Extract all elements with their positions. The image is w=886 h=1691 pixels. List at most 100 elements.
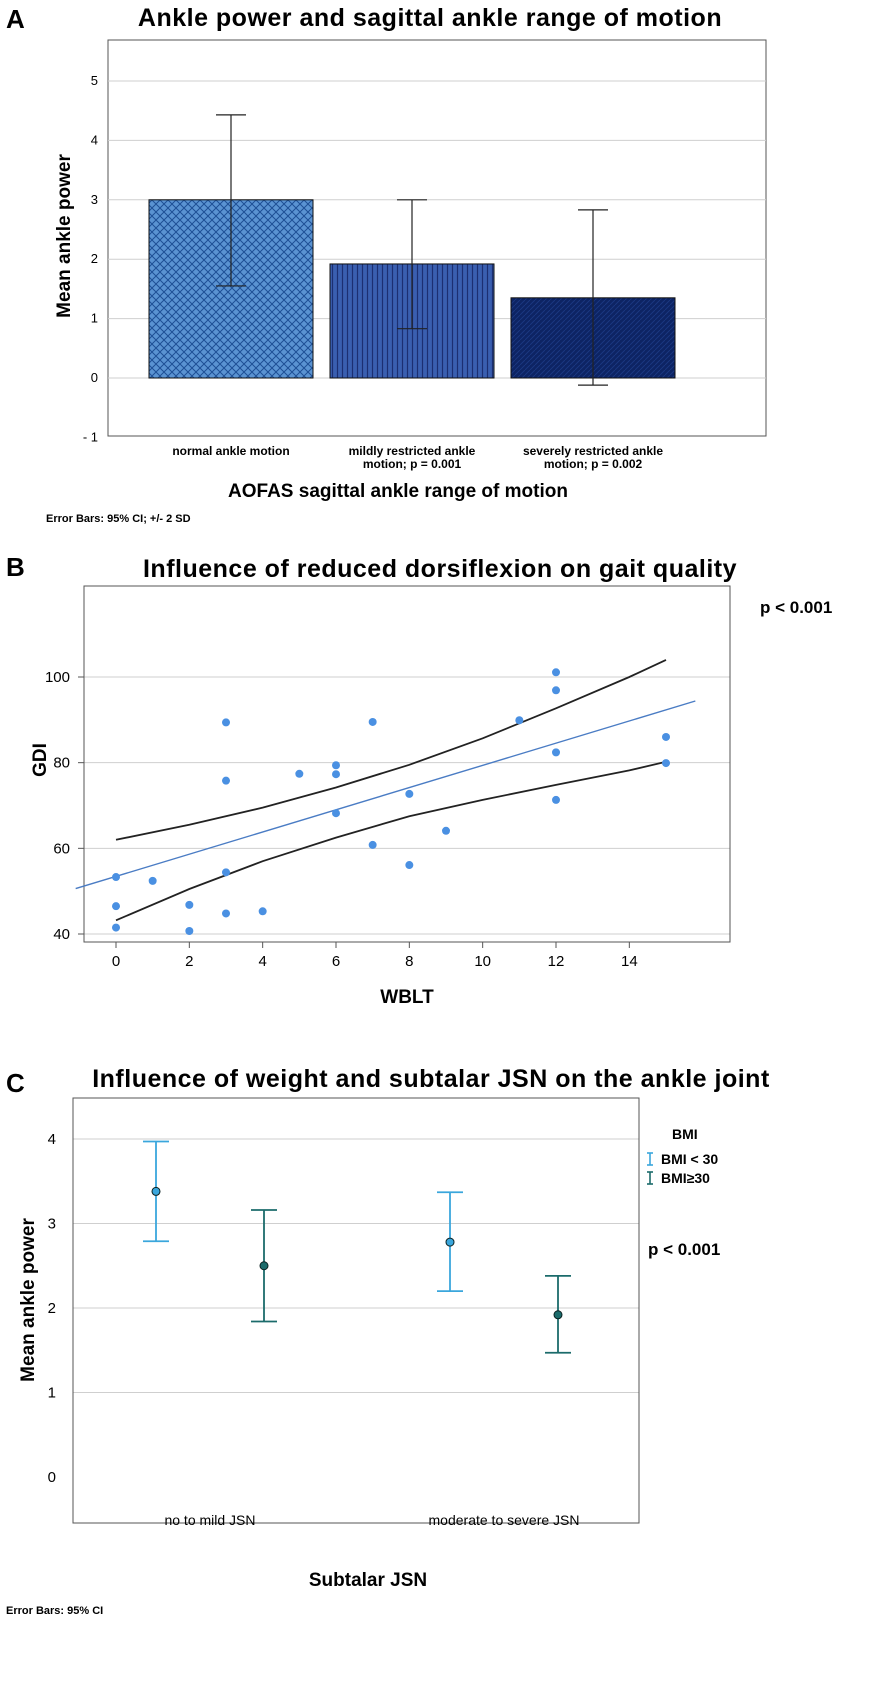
panel-b-data-point: [185, 927, 194, 936]
panel-b-data-point: [662, 759, 670, 768]
panel-c-legend-label: BMI≥30: [661, 1170, 710, 1186]
panel-a-y-tick-label: 0: [91, 370, 98, 385]
panel-b-x-axis-title: WBLT: [380, 987, 434, 1008]
panel-b-data-point: [295, 769, 304, 778]
panel-a-y-axis-title: Mean ankle power: [54, 154, 75, 318]
panel-b-ci-upper-curve: [115, 659, 667, 841]
panel-c-y-ticks: 0 1 2 3 4: [48, 1131, 56, 1486]
panel-b-data-point: [405, 861, 414, 870]
panel-c-y-axis-title: Mean ankle power: [18, 1218, 39, 1382]
panel-b-x-tick-label: 8: [405, 953, 413, 970]
panel-c-mean-marker: [445, 1237, 455, 1247]
panel-a-error-bars: [216, 114, 608, 386]
panel-b-data-point: [332, 770, 340, 779]
panel-a-category-label: motion; p = 0.002: [544, 457, 643, 471]
panel-b-data-point: [112, 873, 120, 882]
panel-b-x-tick-label: 4: [258, 953, 266, 970]
panel-b-x-tick-label: 6: [332, 953, 340, 970]
panel-a-label: A: [6, 4, 25, 34]
panel-b-data-point: [552, 668, 560, 677]
panel-a-category-labels: normal ankle motion mildly restricted ank…: [172, 444, 663, 471]
panel-c-error-bar-note: Error Bars: 95% CI: [6, 1605, 103, 1617]
panel-c-error-bars: [143, 1140, 571, 1354]
panel-b-y-axis-title: GDI: [30, 743, 51, 777]
panel-a: A Ankle power and sagittal ankle range o…: [6, 4, 767, 525]
panel-b-ticks: 40 60 80 100 0 2 4 6 8 10 12 14: [45, 669, 638, 970]
panel-a-y-tick-label: 4: [91, 132, 98, 147]
panel-c-y-tick-label: 1: [48, 1385, 56, 1402]
panel-b-data-point: [442, 826, 450, 835]
panel-c-y-tick-label: 3: [48, 1216, 56, 1233]
panel-b-data-point: [332, 809, 340, 818]
panel-b-data-point: [368, 840, 377, 849]
panel-b-regression-line: [75, 700, 696, 890]
panel-b-data-point: [222, 868, 230, 877]
panel-c-category-labels: no to mild JSN moderate to severe JSN: [164, 1512, 579, 1528]
panel-a-x-axis-title: AOFAS sagittal ankle range of motion: [228, 481, 568, 502]
panel-c-y-tick-label: 2: [48, 1300, 56, 1317]
panel-c-y-tick-label: 4: [48, 1131, 56, 1148]
panel-b-data-point: [405, 789, 414, 798]
panel-c-legend: BMI BMI < 30 BMI≥30: [647, 1126, 718, 1186]
panel-b-plot-frame: [83, 585, 731, 943]
panel-a-y-tick-label: - 1: [83, 429, 98, 444]
panel-b-x-tick-label: 2: [185, 953, 193, 970]
panel-b-title: Influence of reduced dorsiflexion on gai…: [143, 555, 737, 583]
panel-b-data-point: [258, 907, 267, 916]
panel-b-data-point: [552, 795, 560, 804]
panel-b-data-point: [552, 748, 560, 757]
panel-b-p-value: p < 0.001: [760, 598, 832, 617]
panel-a-category-label: motion; p = 0.001: [363, 457, 462, 471]
panel-b-y-tick-label: 100: [45, 669, 70, 686]
panel-b-y-tick-label: 60: [53, 840, 70, 857]
panel-b-y-tick-label: 80: [53, 755, 70, 772]
panel-c-legend-items: BMI < 30 BMI≥30: [647, 1151, 718, 1186]
panel-c-plot-frame: [72, 1097, 640, 1524]
panel-b-data-point: [185, 900, 194, 909]
panel-c-title: Influence of weight and subtalar JSN on …: [92, 1065, 770, 1093]
panel-b-data-point: [222, 909, 230, 918]
panel-c: C Influence of weight and subtalar JSN o…: [6, 1065, 770, 1617]
panel-a-plot-frame: [107, 39, 767, 437]
panel-a-y-tick-label: 3: [91, 192, 98, 207]
panel-b-data-point: [112, 923, 120, 932]
panel-b-data-point: [222, 718, 230, 727]
panel-b-data-point: [515, 716, 524, 725]
panel-c-label: C: [6, 1068, 25, 1098]
panel-a-y-tick-label: 2: [91, 251, 98, 266]
panel-c-mean-marker: [151, 1186, 161, 1196]
panel-a-category-label: normal ankle motion: [172, 444, 289, 458]
panel-c-mean-marker: [553, 1310, 563, 1320]
panel-c-legend-label: BMI < 30: [661, 1151, 718, 1167]
panel-b-x-tick-label: 10: [474, 953, 491, 970]
panel-a-category-label: mildly restricted ankle: [349, 444, 476, 458]
panel-b-x-tick-label: 12: [548, 953, 565, 970]
panel-c-mean-marker: [259, 1261, 269, 1271]
panel-b-data-points: [112, 668, 670, 936]
panel-a-y-tick-label: 5: [91, 73, 98, 88]
panel-b-x-tick-label: 0: [112, 953, 120, 970]
panel-b-data-point: [222, 776, 230, 785]
panel-a-error-bar-note: Error Bars: 95% CI; +/- 2 SD: [46, 513, 191, 525]
panel-a-y-tick-label: 1: [91, 311, 98, 326]
panel-a-title: Ankle power and sagittal ankle range of …: [138, 4, 722, 32]
panel-c-p-value: p < 0.001: [648, 1240, 720, 1259]
panel-c-x-axis-title: Subtalar JSN: [309, 1570, 427, 1591]
panel-a-category-label: severely restricted ankle: [523, 444, 663, 458]
panel-c-legend-title: BMI: [672, 1126, 698, 1142]
panel-c-y-tick-label: 0: [48, 1469, 56, 1486]
panel-b-data-point: [332, 761, 340, 770]
panel-c-category-label: no to mild JSN: [164, 1512, 255, 1528]
panel-b-data-point: [662, 732, 670, 741]
panel-a-y-ticks: - 1 0 1 2 3 4 5: [83, 73, 98, 444]
panel-b-data-point: [368, 717, 377, 726]
panel-b-y-tick-label: 40: [53, 926, 70, 943]
panel-b-x-tick-label: 14: [621, 953, 638, 970]
panel-b: B Influence of reduced dorsiflexion on g…: [6, 552, 832, 1008]
panel-b-ci-lower-curve: [115, 760, 667, 922]
panel-c-category-label: moderate to severe JSN: [429, 1512, 580, 1528]
panel-b-label: B: [6, 552, 25, 582]
panel-c-gridlines: [73, 1138, 639, 1393]
panel-b-data-point: [552, 686, 560, 695]
